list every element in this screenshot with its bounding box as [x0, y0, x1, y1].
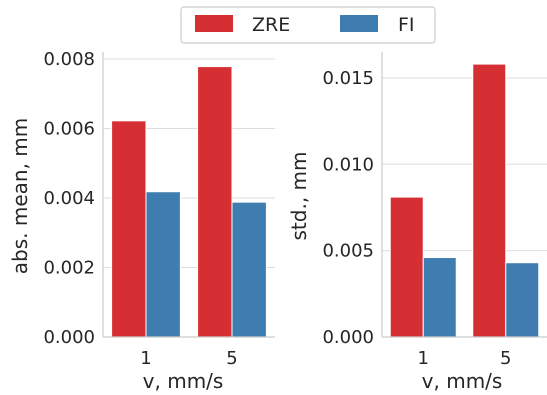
- chart-abs-mean-ytick-label: 0.006: [43, 118, 95, 139]
- chart-std-ytick-label: 0.010: [322, 154, 374, 175]
- legend-label-fi: FI: [398, 14, 415, 36]
- chart-abs-mean-xlabel: v, mm/s: [143, 369, 224, 393]
- legend-label-zre: ZRE: [252, 14, 290, 36]
- chart-std-xtick-label: 5: [500, 348, 511, 369]
- legend-swatch-fi: [340, 15, 378, 32]
- chart-abs-mean-ylabel: abs. mean, mm: [8, 118, 32, 274]
- chart-abs-mean-ytick-label: 0.004: [43, 188, 95, 209]
- chart-abs-mean-bar-zre-5: [197, 66, 233, 338]
- chart-std-xlabel: v, mm/s: [422, 369, 503, 393]
- chart-abs-mean-bar-fi-5: [231, 201, 267, 338]
- chart-abs-mean-bar-zre-1: [111, 120, 147, 338]
- chart-abs-mean-xtick-label: 5: [226, 348, 237, 369]
- chart-std-ytick-label: 0.000: [322, 327, 374, 348]
- chart-abs-mean-xtick-label: 1: [140, 348, 151, 369]
- legend: ZRE FI: [180, 6, 436, 44]
- chart-std-ylabel: std., mm: [287, 152, 311, 241]
- chart-abs-mean-ytick-label: 0.000: [43, 327, 95, 348]
- chart-abs-mean: abs. mean, mm v, mm/s 0.000 0.002 0.004 0.0…: [8, 49, 275, 393]
- chart-abs-mean-ytick-label: 0.008: [43, 49, 95, 70]
- chart-std-bar-fi-1: [422, 257, 457, 338]
- chart-abs-mean-bar-fi-1: [145, 191, 181, 338]
- chart-std-ytick-label: 0.005: [322, 241, 374, 262]
- chart-abs-mean-ytick-label: 0.002: [43, 257, 95, 278]
- chart-std-xtick-label: 1: [418, 348, 429, 369]
- legend-swatch-zre: [195, 15, 233, 32]
- chart-std: std., mm v, mm/s 0.000 0.005 0.010 0.015 1 5: [287, 52, 547, 393]
- chart-std-bar-zre-1: [389, 196, 424, 338]
- chart-std-ytick-label: 0.015: [322, 68, 374, 89]
- chart-std-bar-fi-5: [505, 262, 540, 338]
- chart-std-bar-zre-5: [472, 63, 507, 338]
